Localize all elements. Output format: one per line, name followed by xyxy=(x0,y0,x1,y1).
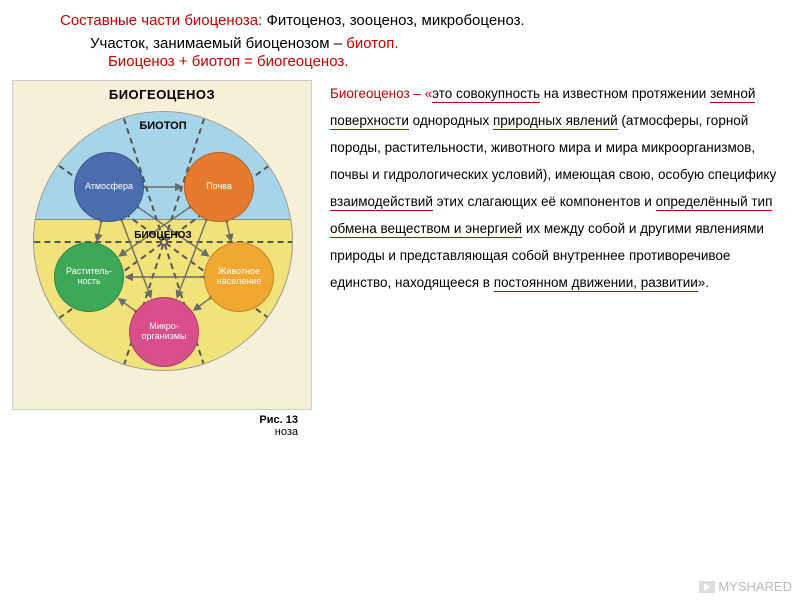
node-rastit: Раститель- ность xyxy=(54,242,124,312)
title: Составные части биоценоза: Фитоценоз, зо… xyxy=(60,12,740,29)
caption-text: ноза xyxy=(275,426,298,438)
subtitle-1b: биотоп. xyxy=(346,35,398,52)
header: Составные части биоценоза: Фитоценоз, зо… xyxy=(0,0,800,33)
definition-lead: Биогеоценоз – « xyxy=(330,86,432,101)
caption-bold: Рис. 13 xyxy=(259,414,298,426)
circle-area: БИОТОП БИОЦЕНОЗ АтмосфераПочваЖивотное н… xyxy=(33,111,293,371)
diagram: БИОГЕОЦЕНОЗ БИОТОП БИОЦЕНОЗ АтмосфераПоч… xyxy=(12,80,312,410)
node-pochva: Почва xyxy=(184,152,254,222)
title-red: Составные части биоценоза: xyxy=(60,12,266,29)
definition-body: это совокупность на известном протяжении… xyxy=(330,86,776,292)
label-biogeocenoz: БИОГЕОЦЕНОЗ xyxy=(13,87,311,102)
subtitle-1: Участок, занимаемый биоценозом – биотоп. xyxy=(90,35,740,53)
title-black: Фитоценоз, зооценоз, микробоценоз. xyxy=(266,12,524,29)
underlined-span: взаимодействий xyxy=(330,194,433,211)
edge xyxy=(119,299,134,310)
label-biocenoz: БИОЦЕНОЗ xyxy=(34,230,292,241)
text-span: этих слагающих её компонентов и xyxy=(433,194,656,209)
watermark-text: MYSHARED xyxy=(718,579,792,594)
subtitle-2: Биоценоз + биотоп = биогеоценоз. xyxy=(90,53,740,70)
subheader: Участок, занимаемый биоценозом – биотоп.… xyxy=(0,33,800,70)
node-zhivotnoe: Животное население xyxy=(204,242,274,312)
node-mikro: Микро- организмы xyxy=(129,297,199,367)
underlined-span: природных явлений xyxy=(493,113,618,130)
main: БИОГЕОЦЕНОЗ БИОТОП БИОЦЕНОЗ АтмосфераПоч… xyxy=(0,70,800,438)
edge xyxy=(194,299,209,310)
definition-text: Биогеоценоз – «это совокупность на извес… xyxy=(330,80,792,438)
node-atmosfera: Атмосфера xyxy=(74,152,144,222)
text-span: однородных xyxy=(409,113,493,128)
text-span: ». xyxy=(698,275,709,290)
subtitle-1a: Участок, занимаемый биоценозом – xyxy=(90,35,346,52)
text-span: на известном протяжении xyxy=(540,86,710,101)
diagram-wrap: БИОГЕОЦЕНОЗ БИОТОП БИОЦЕНОЗ АтмосфераПоч… xyxy=(12,80,322,438)
play-icon xyxy=(699,581,715,593)
figure-caption: Рис. 13 ноза xyxy=(12,410,322,438)
underlined-span: это совокупность xyxy=(432,86,540,103)
underlined-span: постоянном движении, развитии xyxy=(494,275,698,292)
watermark: MYSHARED xyxy=(699,579,792,594)
